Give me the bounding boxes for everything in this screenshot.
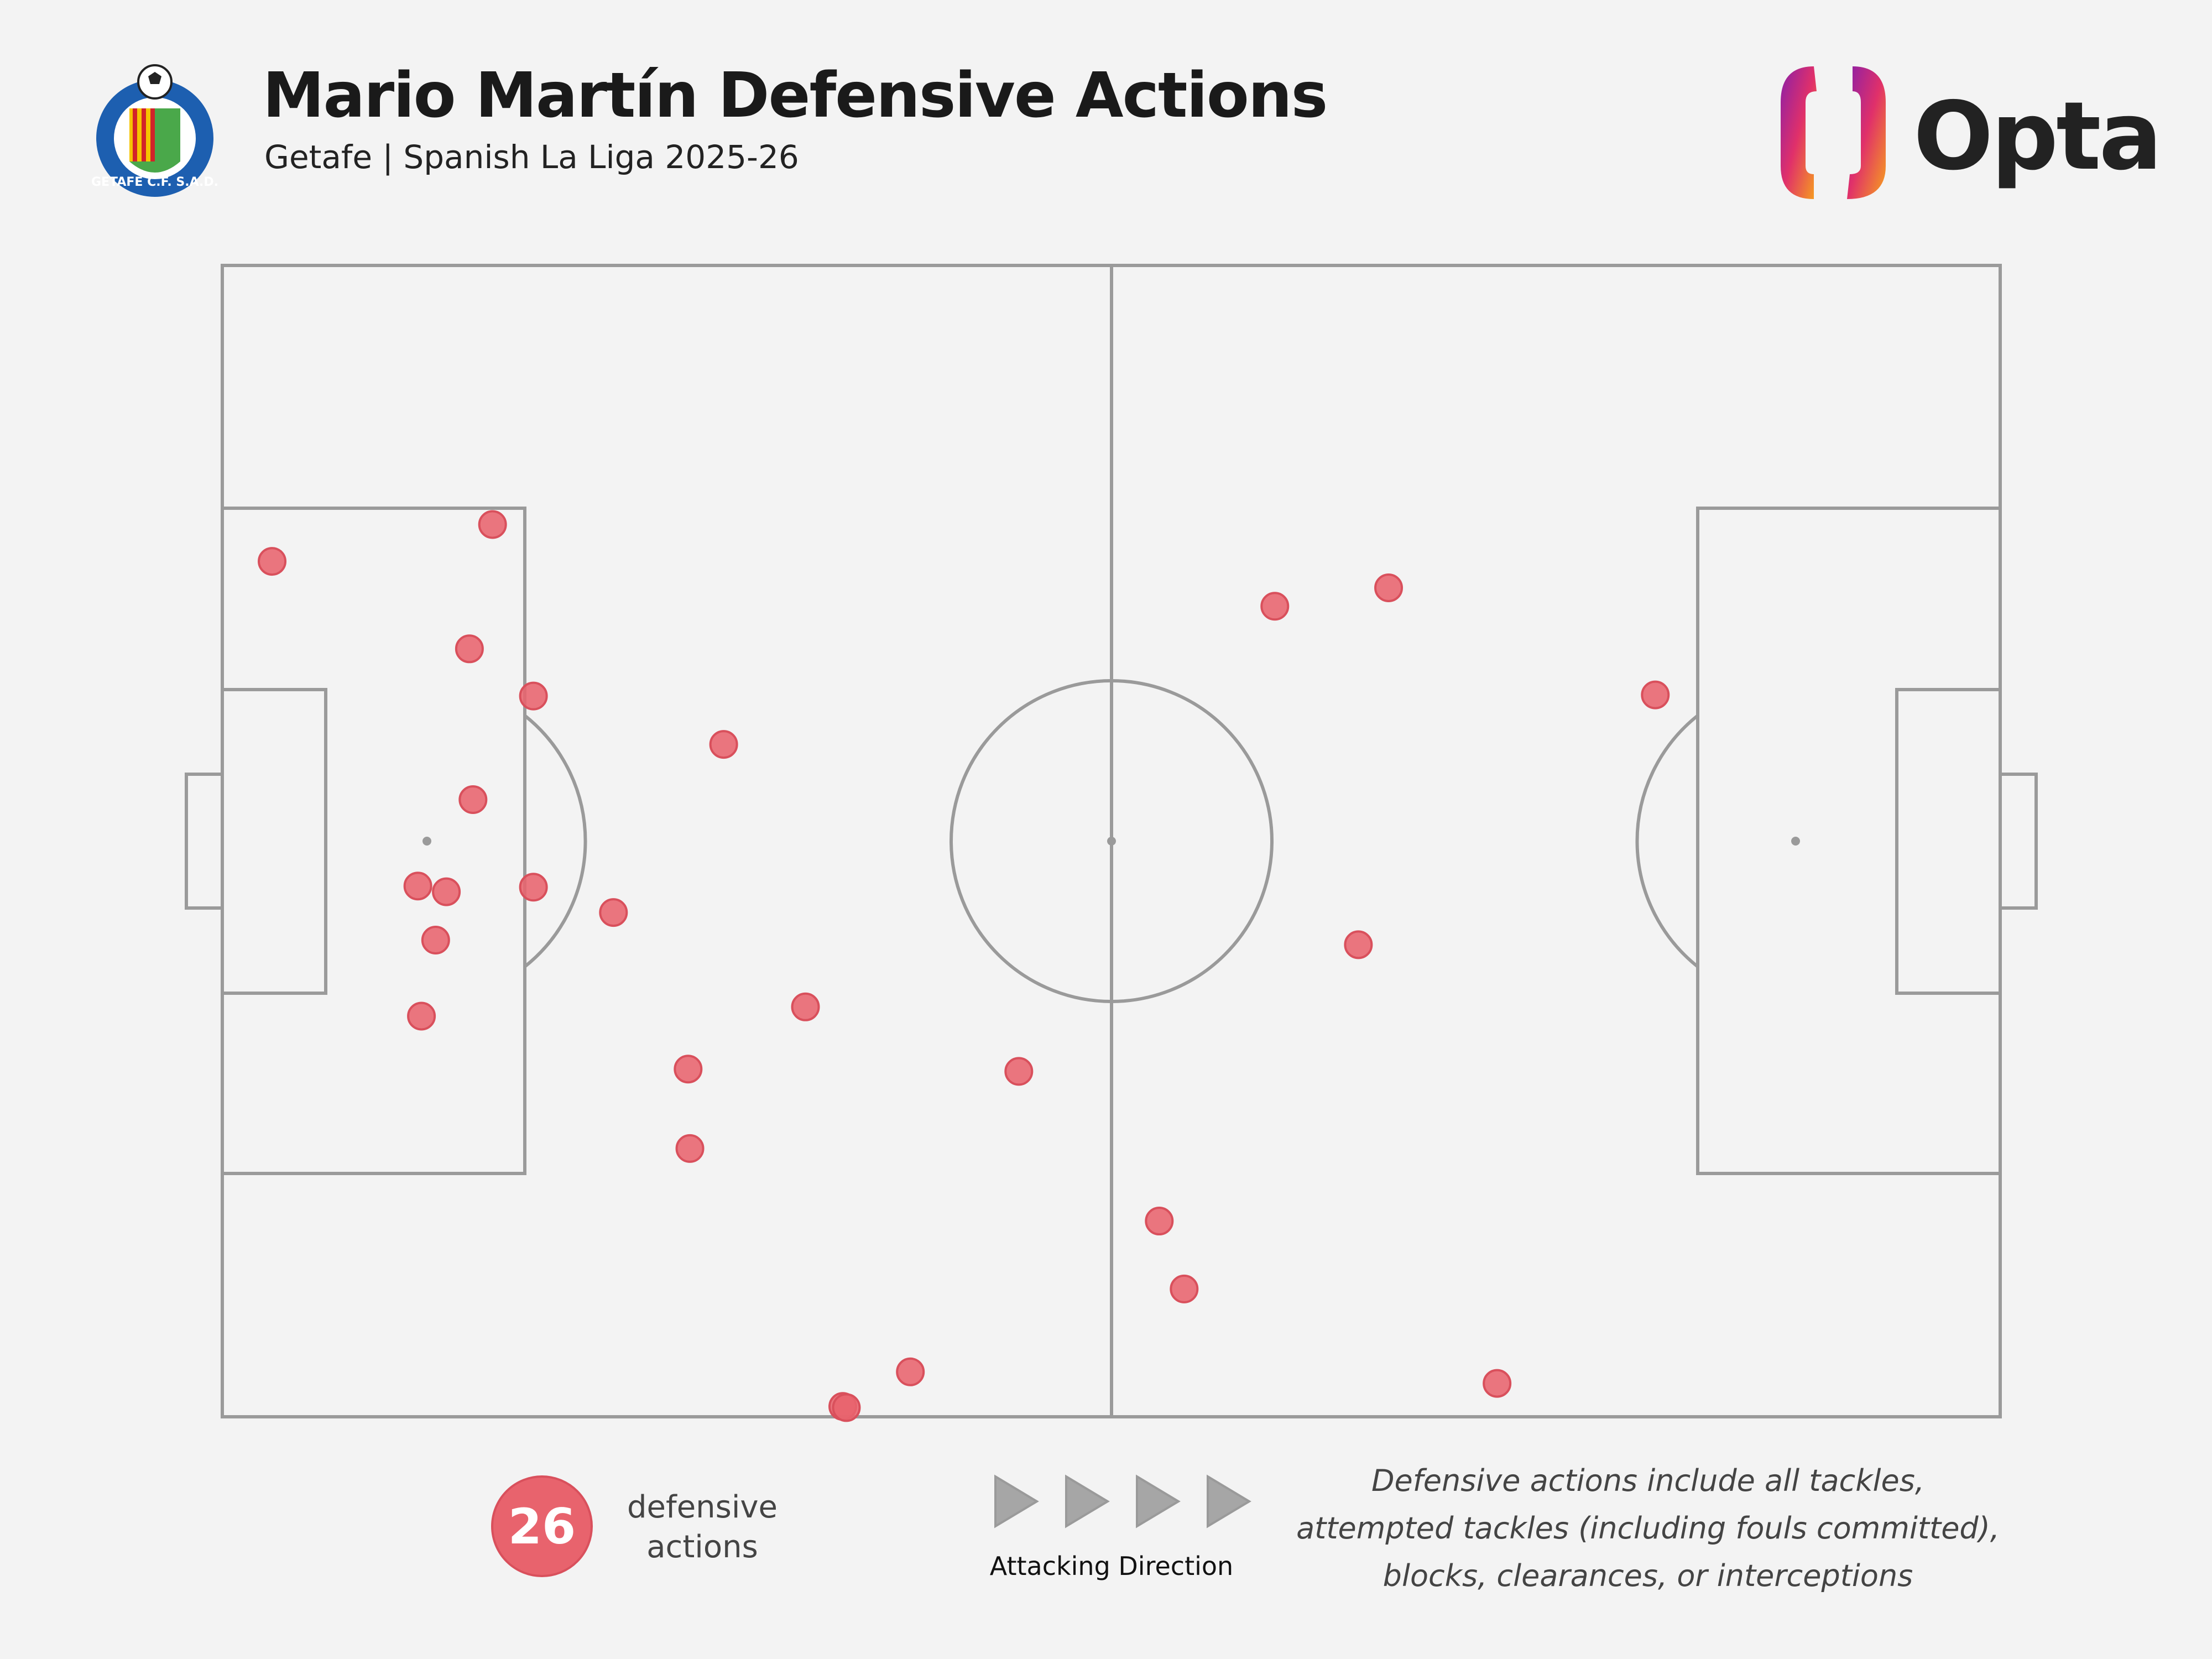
getafe-crest-logo: GETAFE C.F. S.A.D. (91, 64, 218, 199)
defensive-action-point (1641, 680, 1670, 709)
defensive-action-point (455, 634, 484, 664)
count-label-line2: actions (646, 1529, 758, 1565)
direction-arrow-icon (1136, 1474, 1181, 1528)
defensive-action-point (432, 877, 461, 906)
definition-note: Defensive actions include all tackles, a… (1294, 1457, 2002, 1600)
defensive-action-point (421, 926, 450, 955)
defensive-action-point (1344, 930, 1373, 959)
defensive-action-point (896, 1357, 925, 1386)
left-penalty-arc (524, 714, 587, 968)
note-line: attempted tackles (including fouls commi… (1296, 1511, 2000, 1546)
defensive-action-point (403, 872, 432, 901)
defensive-action-point (1170, 1274, 1199, 1303)
direction-arrow-icon (994, 1474, 1039, 1528)
defensive-action-point (1004, 1057, 1034, 1086)
note-line: Defensive actions include all tackles, (1371, 1463, 1925, 1498)
right-penalty-spot (1791, 837, 1800, 846)
defensive-action-point (258, 547, 287, 576)
defensive-action-point (599, 898, 628, 927)
defensive-action-point (478, 510, 507, 539)
attacking-direction-label: Attacking Direction (989, 1551, 1234, 1581)
defensive-action-point (674, 1055, 703, 1084)
defensive-action-point (1374, 573, 1404, 602)
defensive-action-point (791, 992, 820, 1021)
count-label-line1: defensive (627, 1489, 778, 1525)
count-bubble: 26 (491, 1475, 593, 1577)
pitch-lines (185, 264, 2038, 1418)
right-six-yard-box (1895, 688, 2002, 995)
defensive-action-point (458, 785, 488, 815)
left-penalty-box (221, 507, 526, 1175)
right-goal (1999, 773, 2038, 910)
left-goal (185, 773, 224, 910)
defensive-action-point (675, 1134, 705, 1163)
defensive-action-point (1145, 1207, 1174, 1236)
left-six-yard-box (221, 688, 327, 995)
defensive-action-point (709, 730, 738, 759)
opta-wordmark: Opta (1913, 82, 2162, 191)
page-title: Mario Martín Defensive Actions (263, 60, 1328, 132)
page-subtitle: Getafe | Spanish La Liga 2025-26 (264, 138, 799, 176)
svg-text:GETAFE C.F. S.A.D.: GETAFE C.F. S.A.D. (91, 175, 218, 189)
right-penalty-arc (1635, 714, 1699, 968)
defensive-action-point (1483, 1369, 1512, 1398)
opta-logo-icon (1781, 66, 1886, 199)
attacking-direction-arrows (994, 1474, 1251, 1528)
left-penalty-spot (422, 837, 431, 846)
defensive-action-points (258, 510, 1670, 1422)
direction-arrow-icon (1207, 1474, 1251, 1528)
defensive-action-point (1260, 592, 1290, 621)
right-penalty-box (1696, 507, 2002, 1175)
defensive-action-point (519, 681, 548, 711)
count-label: defensive actions (608, 1488, 796, 1567)
defensive-action-point (407, 1001, 436, 1031)
defensive-action-point (519, 873, 548, 902)
centre-circle (950, 679, 1274, 1003)
defensive-action-point (832, 1393, 861, 1422)
note-line: blocks, clearances, or interceptions (1383, 1558, 1913, 1593)
centre-spot (1107, 837, 1116, 846)
direction-arrow-icon (1065, 1474, 1110, 1528)
